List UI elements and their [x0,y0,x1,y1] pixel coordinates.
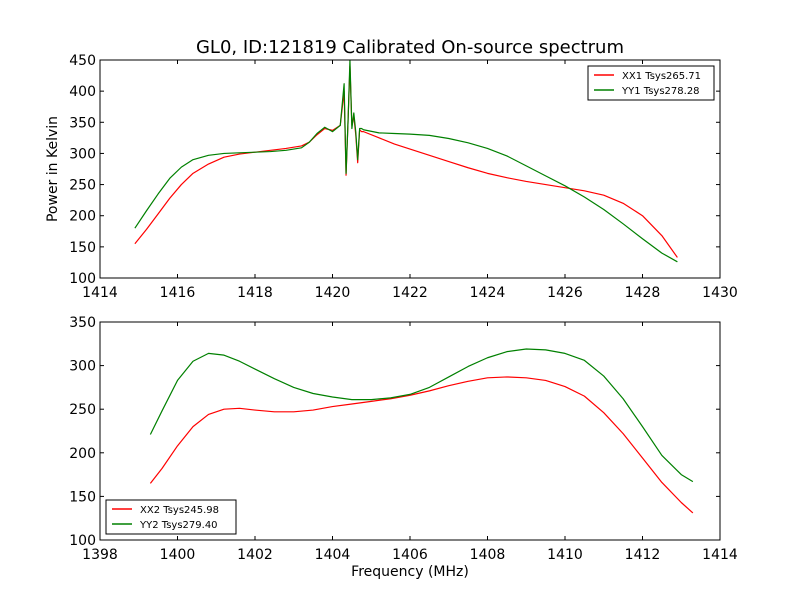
x-tick-label: 1420 [315,285,351,301]
y-tick-label: 350 [69,115,96,131]
x-tick-label: 1408 [470,547,506,563]
x-tick-label: 1406 [392,547,428,563]
legend: XX2 Tsys245.98 YY2 Tsys279.40 [105,499,237,535]
x-tick-label: 1416 [160,285,196,301]
x-tick-label: 1414 [82,285,118,301]
legend-label: YY1 Tsys278.28 [621,86,700,97]
legend-label: XX1 Tsys265.71 [622,71,701,82]
chart-panel-2: 1398 1400 1402 1404 1406 1408 1410 1412 1414 100 1… [69,315,738,563]
y-axis-label: Power in Kelvin [45,116,61,222]
x-tick-label: 1424 [470,285,506,301]
x-axis-label: Frequency (MHz) [351,564,469,580]
x-tick-label: 1418 [237,285,273,301]
series-line-2 [149,348,694,483]
chart-panel-1: 1414 1416 1418 1420 1422 1424 1426 1428 1430 100 1… [69,53,738,301]
y-tick-label: 250 [69,178,96,194]
y-tick-label: 300 [69,146,96,162]
x-tick-label: 1400 [160,547,196,563]
y-tick-label: 300 [69,359,96,375]
y-tick-label: 150 [69,240,96,256]
x-tick-label: 1422 [392,285,428,301]
x-tick-label: 1398 [82,547,118,563]
x-tick-label: 1404 [315,547,351,563]
legend: XX1 Tsys265.71 YY1 Tsys278.28 [587,65,715,101]
y-tick-label: 250 [69,402,96,418]
chart-title: GL0, ID:121819 Calibrated On-source spec… [196,37,624,58]
x-tick-label: 1412 [625,547,661,563]
y-tick-label: 200 [69,209,96,225]
y-tick-label: 400 [69,84,96,100]
series-line-1 [149,376,694,514]
x-tick-label: 1410 [547,547,583,563]
legend-label: YY2 Tsys279.40 [139,520,218,531]
y-tick-label: 150 [69,489,96,505]
legend-box [105,499,237,535]
y-tick-label: 100 [69,533,96,549]
y-tick-label: 200 [69,446,96,462]
legend-label: XX2 Tsys245.98 [140,505,219,516]
x-tick-label: 1402 [237,547,273,563]
y-tick-label: 350 [69,315,96,331]
x-tick-label: 1414 [702,547,738,563]
x-tick-label: 1426 [547,285,583,301]
series-line-2 [134,60,678,263]
y-tick-label: 100 [69,271,96,287]
legend-box [587,65,715,101]
y-tick-label: 450 [69,53,96,69]
chart-panels: 1414 1416 1418 1420 1422 1424 1426 1428 14301001… [69,53,738,563]
x-tick-label: 1430 [702,285,738,301]
x-tick-label: 1428 [625,285,661,301]
